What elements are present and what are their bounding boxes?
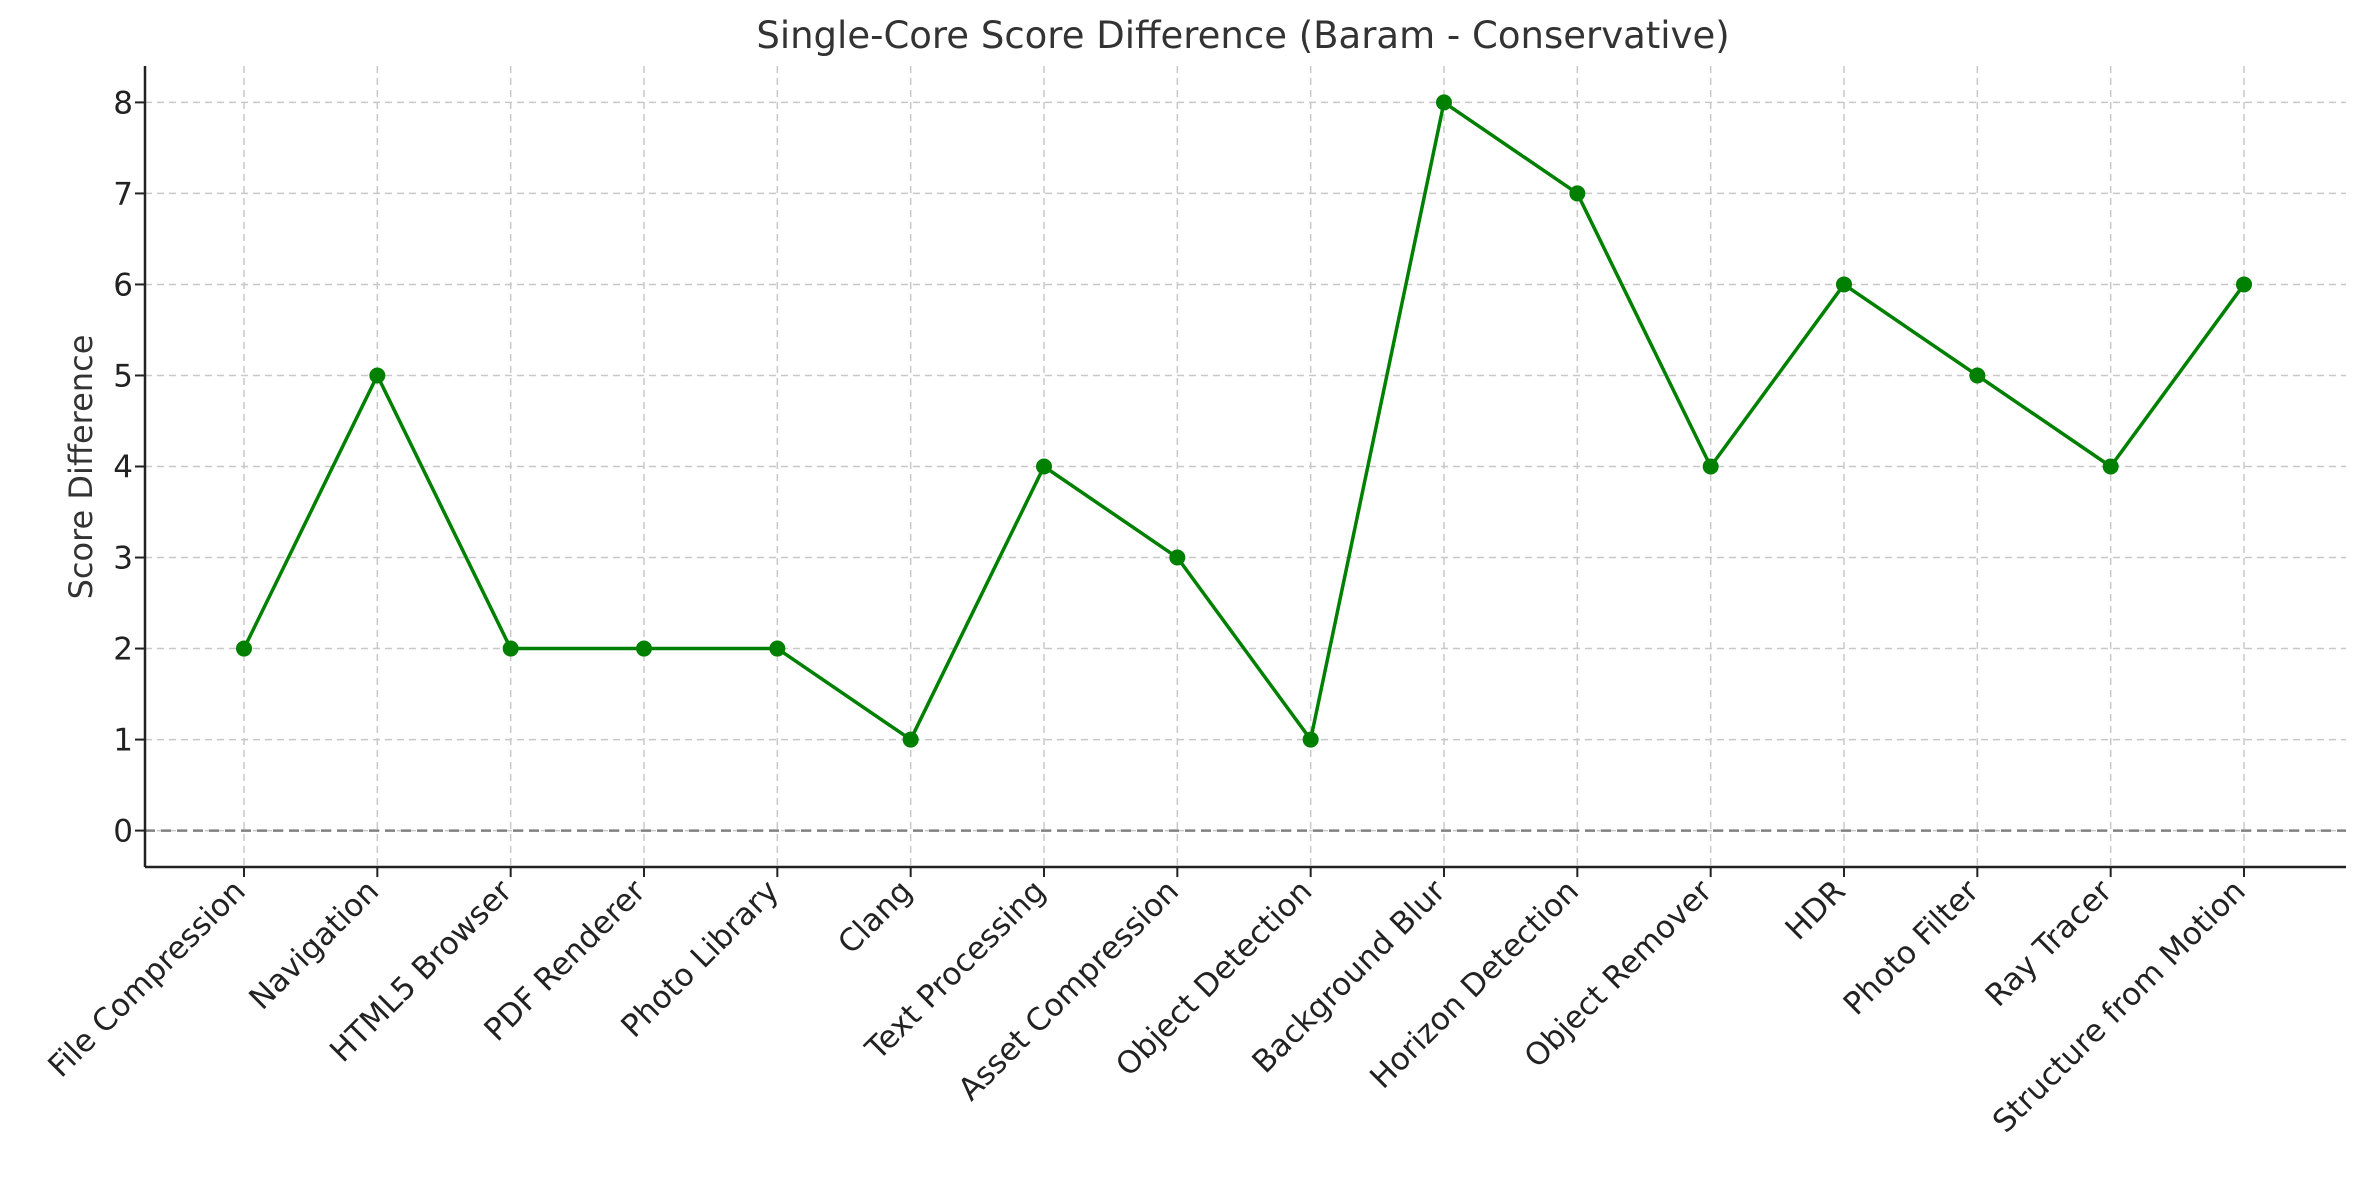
data-point <box>2236 276 2252 293</box>
x-tick-label: Clang <box>831 873 919 961</box>
x-tick-label: Structure from Motion <box>1986 873 2253 1140</box>
y-tick-label: 2 <box>113 632 133 668</box>
series-group <box>236 94 2252 748</box>
data-point <box>902 731 919 748</box>
series-line <box>242 100 2246 742</box>
data-point <box>1702 458 1719 475</box>
x-tick-label: Ray Tracer <box>1979 873 2120 1014</box>
data-point <box>1836 276 1852 293</box>
data-point <box>2102 458 2119 475</box>
data-point <box>369 367 386 384</box>
data-point <box>502 640 519 657</box>
data-point <box>636 640 652 657</box>
x-tick-label: File Compression <box>41 873 252 1084</box>
grid <box>145 66 2346 867</box>
y-tick-label: 7 <box>113 176 133 212</box>
data-point <box>1302 731 1319 748</box>
y-tick-label: 5 <box>113 358 133 394</box>
x-tick-label: Navigation <box>242 873 386 1017</box>
y-tick-label: 3 <box>113 541 133 577</box>
y-tick-label: 0 <box>113 814 133 850</box>
x-tick-label: Photo Filter <box>1837 873 1986 1022</box>
y-tick-label: 6 <box>113 267 133 303</box>
data-point <box>236 640 252 657</box>
data-point <box>1036 458 1052 475</box>
data-point <box>1169 549 1186 566</box>
data-point <box>1569 185 1586 202</box>
y-axis-label: Score Difference <box>62 335 100 600</box>
y-ticks: 0 1 2 3 4 5 6 7 8 <box>113 85 145 850</box>
x-tick-label: HDR <box>1779 873 1853 947</box>
y-tick-label: 1 <box>113 723 133 759</box>
data-point <box>769 640 786 657</box>
x-tick-label: Asset Compression <box>951 873 1186 1108</box>
y-tick-label: 4 <box>113 450 133 486</box>
y-tick-label: 8 <box>113 85 133 121</box>
data-point <box>1436 94 1452 111</box>
data-point <box>1969 367 1986 384</box>
chart-title: Single-Core Score Difference (Baram - Co… <box>756 14 1729 57</box>
